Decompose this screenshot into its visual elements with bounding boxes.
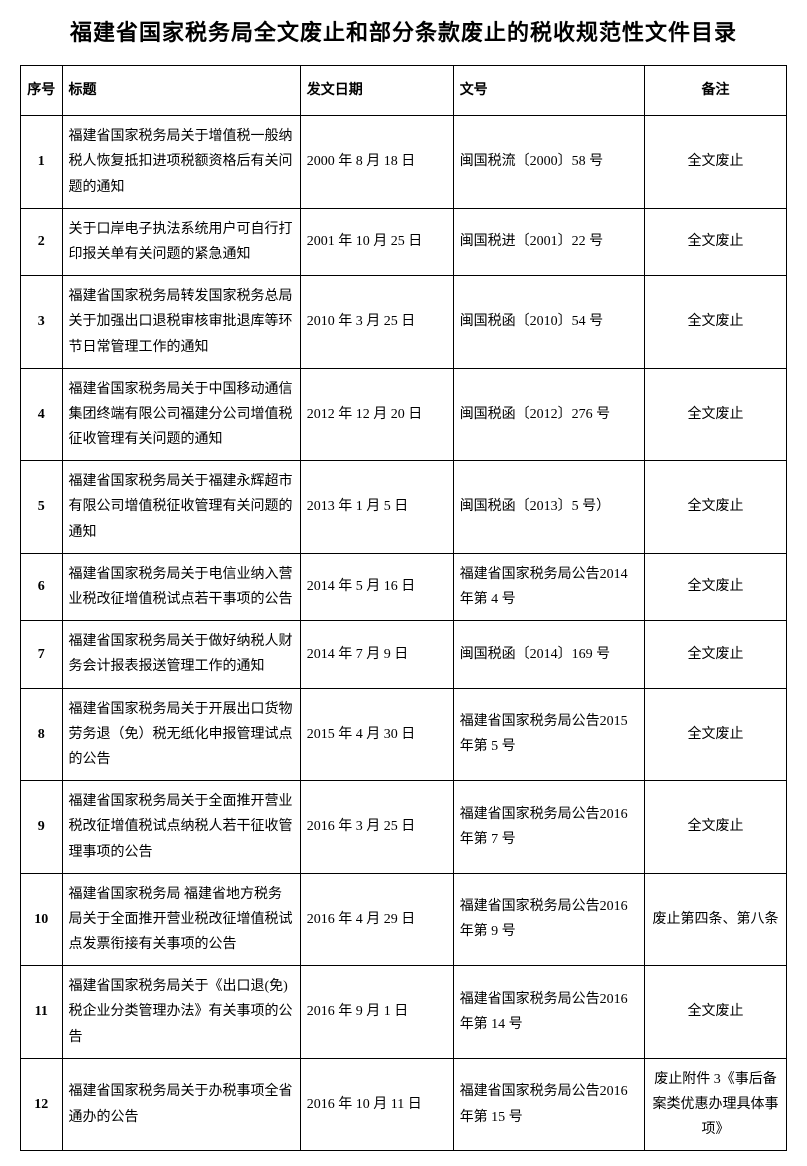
col-header-remark: 备注: [644, 66, 786, 116]
cell-date: 2014 年 7 月 9 日: [300, 621, 453, 688]
cell-remark: 全文废止: [644, 621, 786, 688]
cell-seq: 6: [21, 553, 63, 620]
cell-date: 2010 年 3 月 25 日: [300, 276, 453, 369]
cell-remark: 全文废止: [644, 553, 786, 620]
table-row: 10 福建省国家税务局 福建省地方税务局关于全面推开营业税改征增值税试点发票衔接…: [21, 873, 787, 966]
cell-remark: 全文废止: [644, 368, 786, 461]
cell-docnum: 福建省国家税务局公告2016 年第 14 号: [453, 966, 644, 1059]
cell-date: 2000 年 8 月 18 日: [300, 116, 453, 209]
cell-remark: 全文废止: [644, 781, 786, 874]
cell-title: 福建省国家税务局关于福建永辉超市有限公司增值税征收管理有关问题的通知: [62, 461, 300, 554]
cell-date: 2001 年 10 月 25 日: [300, 208, 453, 275]
cell-remark: 全文废止: [644, 461, 786, 554]
cell-docnum: 闽国税流〔2000〕58 号: [453, 116, 644, 209]
cell-seq: 9: [21, 781, 63, 874]
col-header-title: 标题: [62, 66, 300, 116]
cell-docnum: 闽国税进〔2001〕22 号: [453, 208, 644, 275]
cell-title: 福建省国家税务局关于开展出口货物劳务退（免）税无纸化申报管理试点的公告: [62, 688, 300, 781]
table-row: 6 福建省国家税务局关于电信业纳入营业税改征增值税试点若干事项的公告 2014 …: [21, 553, 787, 620]
cell-title: 关于口岸电子执法系统用户可自行打印报关单有关问题的紧急通知: [62, 208, 300, 275]
cell-remark: 全文废止: [644, 688, 786, 781]
cell-date: 2016 年 3 月 25 日: [300, 781, 453, 874]
cell-title: 福建省国家税务局关于电信业纳入营业税改征增值税试点若干事项的公告: [62, 553, 300, 620]
table-body: 1 福建省国家税务局关于增值税一般纳税人恢复抵扣进项税额资格后有关问题的通知 2…: [21, 116, 787, 1151]
cell-seq: 1: [21, 116, 63, 209]
cell-docnum: 闽国税函〔2012〕276 号: [453, 368, 644, 461]
cell-title: 福建省国家税务局关于中国移动通信集团终端有限公司福建分公司增值税征收管理有关问题…: [62, 368, 300, 461]
cell-title: 福建省国家税务局关于增值税一般纳税人恢复抵扣进项税额资格后有关问题的通知: [62, 116, 300, 209]
table-row: 2 关于口岸电子执法系统用户可自行打印报关单有关问题的紧急通知 2001 年 1…: [21, 208, 787, 275]
cell-seq: 2: [21, 208, 63, 275]
col-header-date: 发文日期: [300, 66, 453, 116]
document-table: 序号 标题 发文日期 文号 备注 1 福建省国家税务局关于增值税一般纳税人恢复抵…: [20, 65, 787, 1151]
cell-date: 2016 年 9 月 1 日: [300, 966, 453, 1059]
cell-seq: 3: [21, 276, 63, 369]
cell-remark: 废止第四条、第八条: [644, 873, 786, 966]
cell-title: 福建省国家税务局转发国家税务总局关于加强出口退税审核审批退库等环节日常管理工作的…: [62, 276, 300, 369]
cell-date: 2014 年 5 月 16 日: [300, 553, 453, 620]
col-header-docnum: 文号: [453, 66, 644, 116]
cell-remark: 全文废止: [644, 116, 786, 209]
table-row: 4 福建省国家税务局关于中国移动通信集团终端有限公司福建分公司增值税征收管理有关…: [21, 368, 787, 461]
cell-seq: 8: [21, 688, 63, 781]
col-header-seq: 序号: [21, 66, 63, 116]
table-row: 7 福建省国家税务局关于做好纳税人财务会计报表报送管理工作的通知 2014 年 …: [21, 621, 787, 688]
cell-date: 2015 年 4 月 30 日: [300, 688, 453, 781]
cell-title: 福建省国家税务局关于做好纳税人财务会计报表报送管理工作的通知: [62, 621, 300, 688]
cell-docnum: 福建省国家税务局公告2016 年第 9 号: [453, 873, 644, 966]
cell-docnum: 福建省国家税务局公告2016 年第 7 号: [453, 781, 644, 874]
table-row: 1 福建省国家税务局关于增值税一般纳税人恢复抵扣进项税额资格后有关问题的通知 2…: [21, 116, 787, 209]
table-row: 9 福建省国家税务局关于全面推开营业税改征增值税试点纳税人若干征收管理事项的公告…: [21, 781, 787, 874]
cell-remark: 全文废止: [644, 276, 786, 369]
cell-docnum: 福建省国家税务局公告2014 年第 4 号: [453, 553, 644, 620]
cell-seq: 5: [21, 461, 63, 554]
table-row: 3 福建省国家税务局转发国家税务总局关于加强出口退税审核审批退库等环节日常管理工…: [21, 276, 787, 369]
cell-date: 2013 年 1 月 5 日: [300, 461, 453, 554]
cell-seq: 11: [21, 966, 63, 1059]
page-title: 福建省国家税务局全文废止和部分条款废止的税收规范性文件目录: [20, 15, 787, 47]
cell-title: 福建省国家税务局关于《出口退(免)税企业分类管理办法》有关事项的公告: [62, 966, 300, 1059]
cell-docnum: 闽国税函〔2010〕54 号: [453, 276, 644, 369]
table-header-row: 序号 标题 发文日期 文号 备注: [21, 66, 787, 116]
cell-docnum: 闽国税函〔2013〕5 号）: [453, 461, 644, 554]
cell-seq: 4: [21, 368, 63, 461]
table-row: 5 福建省国家税务局关于福建永辉超市有限公司增值税征收管理有关问题的通知 201…: [21, 461, 787, 554]
cell-date: 2016 年 4 月 29 日: [300, 873, 453, 966]
cell-docnum: 福建省国家税务局公告2015 年第 5 号: [453, 688, 644, 781]
cell-seq: 7: [21, 621, 63, 688]
cell-date: 2012 年 12 月 20 日: [300, 368, 453, 461]
cell-title: 福建省国家税务局 福建省地方税务局关于全面推开营业税改征增值税试点发票衔接有关事…: [62, 873, 300, 966]
cell-remark: 全文废止: [644, 208, 786, 275]
cell-docnum: 闽国税函〔2014〕169 号: [453, 621, 644, 688]
table-row: 8 福建省国家税务局关于开展出口货物劳务退（免）税无纸化申报管理试点的公告 20…: [21, 688, 787, 781]
table-row: 11 福建省国家税务局关于《出口退(免)税企业分类管理办法》有关事项的公告 20…: [21, 966, 787, 1059]
cell-title: 福建省国家税务局关于全面推开营业税改征增值税试点纳税人若干征收管理事项的公告: [62, 781, 300, 874]
cell-remark: 全文废止: [644, 966, 786, 1059]
cell-seq: 10: [21, 873, 63, 966]
